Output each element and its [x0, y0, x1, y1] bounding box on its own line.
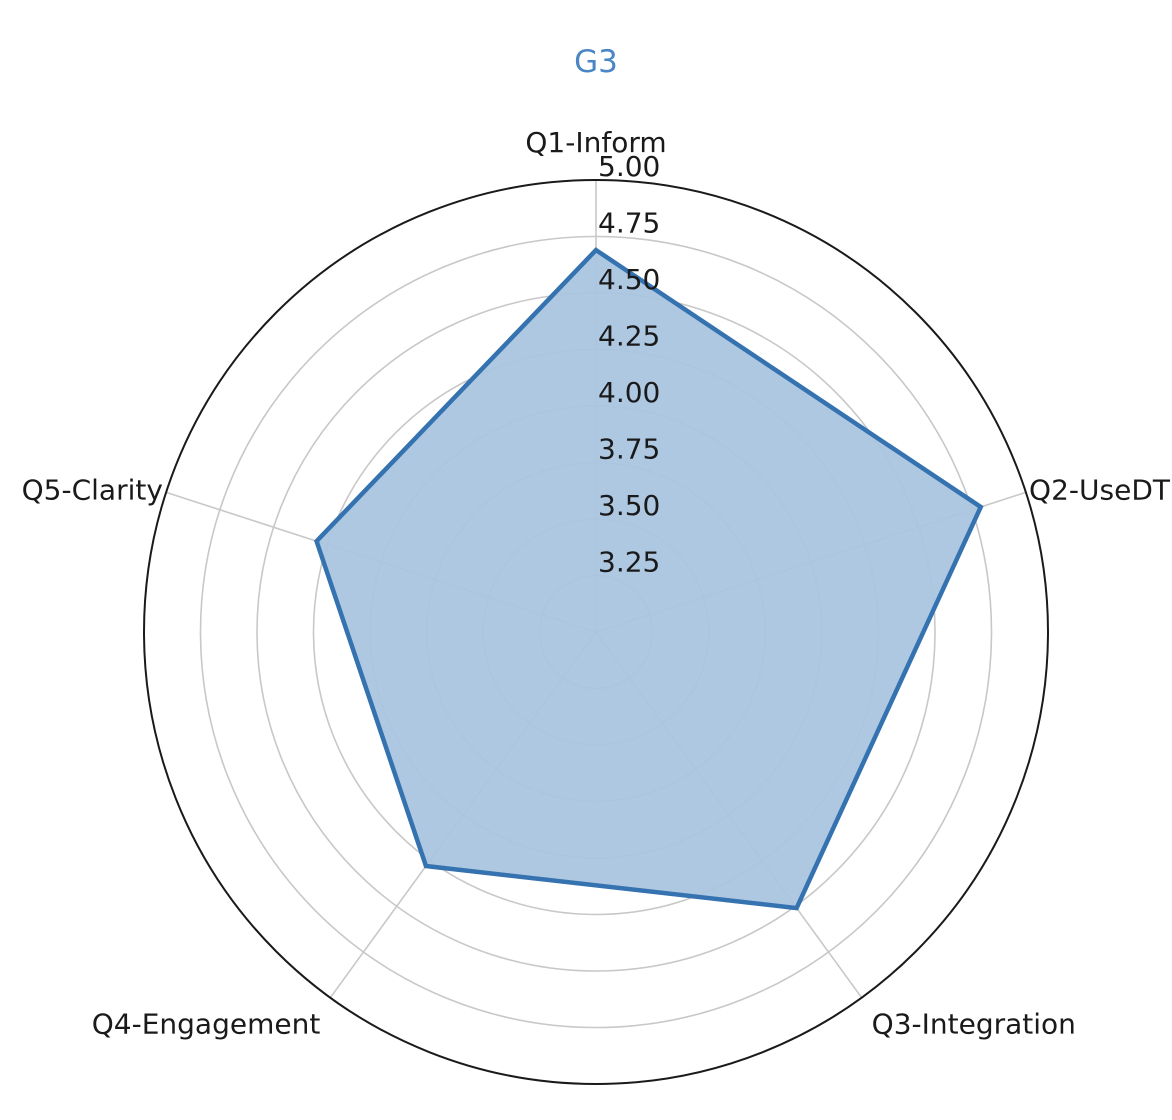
- radial-tick-label: 4.75: [598, 207, 660, 240]
- series-line: [314, 247, 984, 911]
- axis-label-q4-engagement: Q4-Engagement: [92, 1008, 321, 1041]
- data-point: [316, 540, 318, 542]
- radial-tick-label: 3.50: [598, 489, 660, 522]
- axis-label-q3-integration: Q3-Integration: [872, 1008, 1076, 1041]
- radial-tick-label: 3.75: [598, 433, 660, 466]
- series-layer: [314, 247, 984, 911]
- axis-label-q1-inform: Q1-Inform: [525, 126, 666, 159]
- data-point: [595, 249, 597, 251]
- radial-tick-label: 4.25: [598, 320, 660, 353]
- data-point: [796, 907, 798, 909]
- axis-label-q2-usedt: Q2-UseDT: [1029, 474, 1171, 507]
- series-fill: [316, 250, 981, 909]
- radial-tick-label: 4.00: [598, 376, 660, 409]
- axis-labels: Q1-Inform Q2-UseDT Q3-Integration Q4-Engage…: [22, 126, 1171, 1041]
- chart-title: G3: [574, 44, 618, 80]
- data-point: [425, 865, 427, 867]
- radial-tick-label: 4.50: [598, 263, 660, 296]
- radial-tick-label: 3.25: [598, 546, 660, 579]
- axis-label-q5-clarity: Q5-Clarity: [22, 474, 163, 507]
- radial-tick-labels: 3.25 3.50 3.75 4.00 4.25 4.50 4.75 5.00: [598, 150, 660, 579]
- outer-boundary: [143, 179, 1049, 1085]
- radial-tick-label: 5.00: [598, 150, 660, 183]
- data-point: [980, 506, 982, 508]
